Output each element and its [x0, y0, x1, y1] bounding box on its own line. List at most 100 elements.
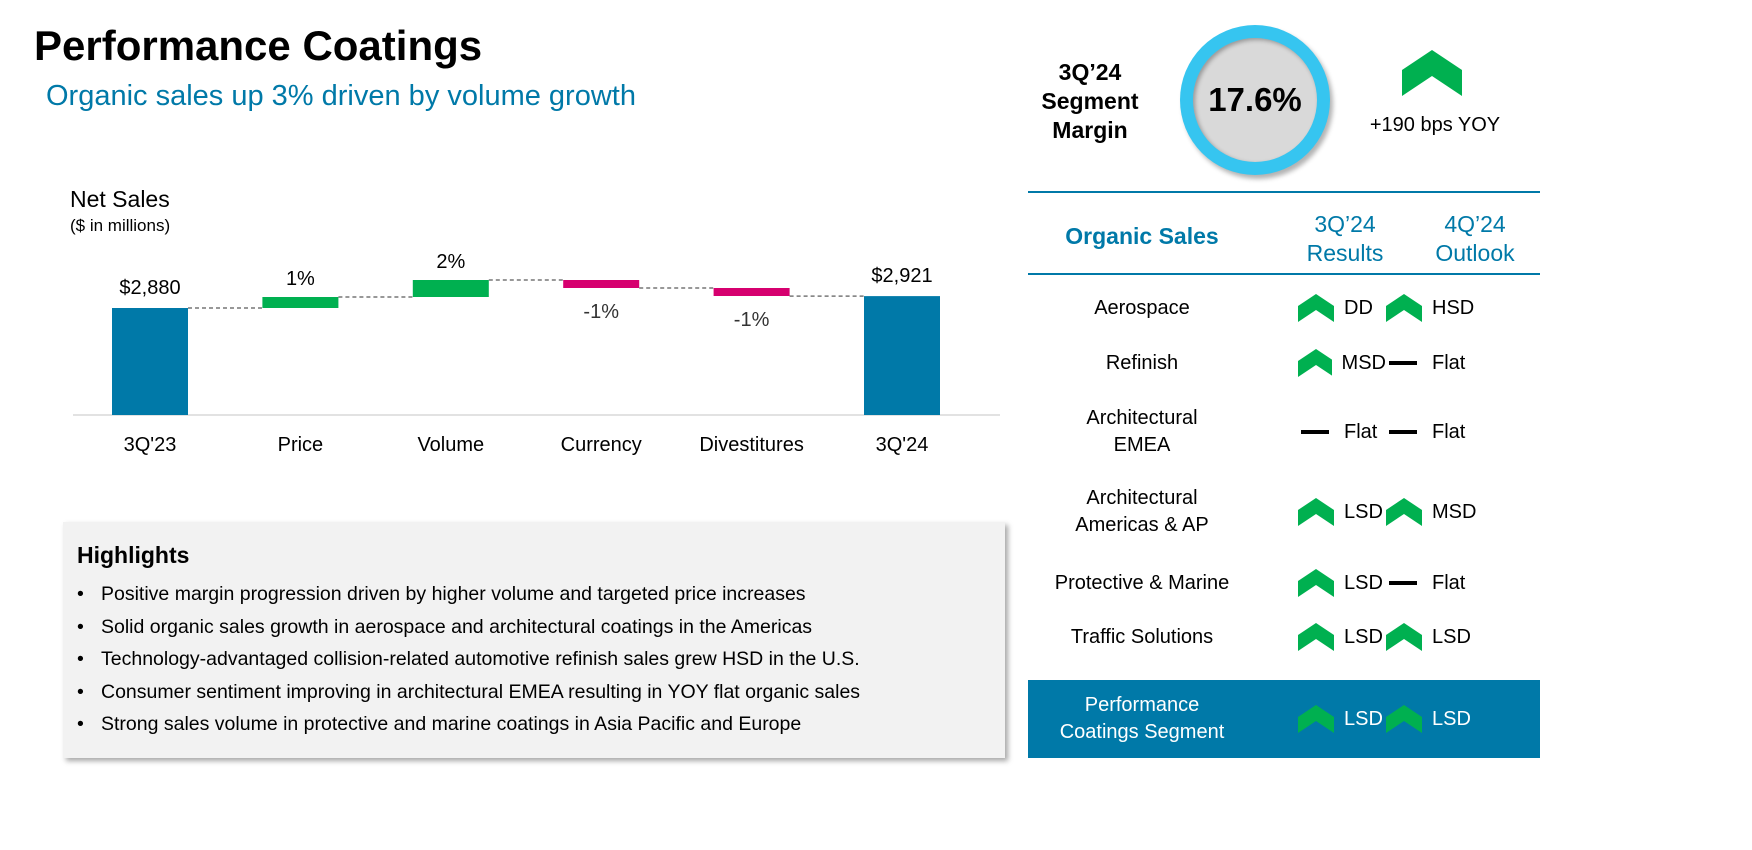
page-title: Performance Coatings	[34, 22, 483, 69]
highlight-item: Technology-advantaged collision-related …	[77, 643, 860, 676]
outlook-cell: MSD	[1386, 498, 1516, 526]
highlight-item: Positive margin progression driven by hi…	[77, 578, 860, 611]
outlook-cell: Flat	[1386, 418, 1516, 446]
up-arrow-icon	[1298, 623, 1334, 651]
outlook-cell: LSD	[1386, 705, 1516, 733]
data-label: -1%	[583, 301, 619, 323]
outlook-value: Flat	[1432, 571, 1466, 594]
table-row: Traffic Solutions LSD LSD	[1028, 614, 1540, 660]
bar-3Q'23	[112, 308, 188, 415]
row-label: Architectural EMEA	[1086, 407, 1198, 456]
results-value: LSD	[1344, 707, 1383, 730]
label-line: Segment	[1041, 88, 1139, 114]
bar-Volume	[412, 280, 489, 297]
results-cell: DD	[1256, 294, 1386, 322]
category-label: 3Q'24	[876, 434, 929, 456]
results-cell: LSD	[1256, 569, 1386, 597]
outlook-value: Flat	[1432, 351, 1466, 374]
margin-circle: 17.6%	[1180, 25, 1330, 175]
outlook-cell: LSD	[1386, 623, 1516, 651]
flat-dash-icon	[1389, 581, 1417, 585]
category-label: Divestitures	[699, 434, 803, 456]
results-value: DD	[1344, 296, 1373, 319]
margin-value: 17.6%	[1193, 38, 1317, 162]
results-cell: LSD	[1256, 623, 1386, 651]
table-row: Aerospace DD HSD	[1028, 285, 1540, 331]
outlook-value: LSD	[1432, 625, 1471, 648]
segment-margin-label: 3Q’24 Segment Margin	[1020, 58, 1160, 145]
up-arrow-icon	[1386, 623, 1422, 651]
highlights-title: Highlights	[77, 542, 190, 568]
up-arrow-icon	[1298, 498, 1334, 526]
row-label: Protective & Marine	[1054, 571, 1230, 594]
bar-3Q'24	[864, 296, 940, 415]
bar-Divestitures	[713, 288, 790, 296]
data-label: -1%	[734, 309, 770, 331]
data-label: $2,880	[119, 277, 180, 299]
margin-change: +190 bps YOY	[1369, 114, 1501, 136]
page-subtitle: Organic sales up 3% driven by volume gro…	[46, 80, 636, 112]
up-arrow-icon	[1386, 498, 1422, 526]
bar-Price	[262, 297, 339, 308]
category-label: Volume	[417, 434, 484, 456]
results-value: LSD	[1344, 571, 1383, 594]
data-label: $2,921	[871, 265, 932, 287]
waterfall-chart: $2,880 3Q'23 1% Price 2% Volume -1% Currency -1%…	[73, 251, 1000, 456]
outlook-value: MSD	[1432, 500, 1477, 523]
row-label: Traffic Solutions	[1070, 625, 1214, 648]
results-value: Flat	[1344, 420, 1378, 443]
table-row: Performance Coatings Segment LSD LSD	[1028, 680, 1540, 758]
flat-dash-icon	[1389, 361, 1417, 365]
up-arrow-icon	[1298, 569, 1334, 597]
organic-sales-header: Organic Sales	[1065, 223, 1219, 249]
data-label: 2%	[436, 251, 465, 273]
chart-subtitle: ($ in millions)	[70, 216, 171, 235]
row-label: Refinish	[1105, 351, 1179, 374]
category-label: Price	[278, 434, 324, 456]
table-row: Refinish MSD Flat	[1028, 340, 1540, 386]
label-line: 3Q’24	[1058, 59, 1122, 85]
category-label: 3Q'23	[124, 434, 177, 456]
highlight-item: Solid organic sales growth in aerospace …	[77, 611, 860, 644]
results-cell: Flat	[1256, 418, 1386, 446]
results-header: 3Q’24 Results	[1306, 211, 1384, 266]
up-arrow-icon	[1386, 705, 1422, 733]
chart-title: Net Sales	[70, 186, 170, 212]
flat-dash-icon	[1301, 430, 1329, 434]
divider	[1028, 273, 1540, 275]
divider	[1028, 191, 1540, 193]
results-value: MSD	[1341, 351, 1386, 374]
outlook-value: Flat	[1432, 420, 1466, 443]
highlights-list: Positive margin progression driven by hi…	[77, 578, 860, 741]
category-label: Currency	[561, 434, 642, 456]
table-row: Architectural EMEA Flat Flat	[1028, 398, 1540, 466]
table-row: Protective & Marine LSD Flat	[1028, 560, 1540, 606]
results-value: LSD	[1344, 625, 1383, 648]
results-cell: MSD	[1256, 349, 1386, 377]
up-arrow-icon	[1402, 50, 1462, 96]
highlight-item: Consumer sentiment improving in architec…	[77, 676, 860, 709]
outlook-cell: HSD	[1386, 294, 1516, 322]
up-arrow-icon	[1386, 294, 1422, 322]
label-line: Margin	[1052, 117, 1128, 143]
table-row: Architectural Americas & AP LSD MSD	[1028, 478, 1540, 546]
outlook-header: 4Q’24 Outlook	[1435, 211, 1515, 266]
row-label: Performance Coatings Segment	[1059, 694, 1225, 743]
results-value: LSD	[1344, 500, 1383, 523]
bar-Currency	[563, 280, 640, 288]
outlook-value: LSD	[1432, 707, 1471, 730]
up-arrow-icon	[1298, 294, 1334, 322]
row-label: Architectural Americas & AP	[1075, 487, 1209, 536]
outlook-cell: Flat	[1386, 569, 1516, 597]
row-label: Aerospace	[1094, 296, 1190, 319]
up-arrow-icon	[1298, 705, 1334, 733]
outlook-cell: Flat	[1386, 349, 1516, 377]
results-cell: LSD	[1256, 498, 1386, 526]
outlook-value: HSD	[1432, 296, 1475, 319]
highlight-item: Strong sales volume in protective and ma…	[77, 708, 860, 741]
highlights-box: Highlights Positive margin progression d…	[63, 522, 1005, 758]
up-arrow-icon	[1298, 349, 1332, 377]
flat-dash-icon	[1389, 430, 1417, 434]
data-label: 1%	[286, 268, 315, 290]
results-cell: LSD	[1256, 705, 1386, 733]
